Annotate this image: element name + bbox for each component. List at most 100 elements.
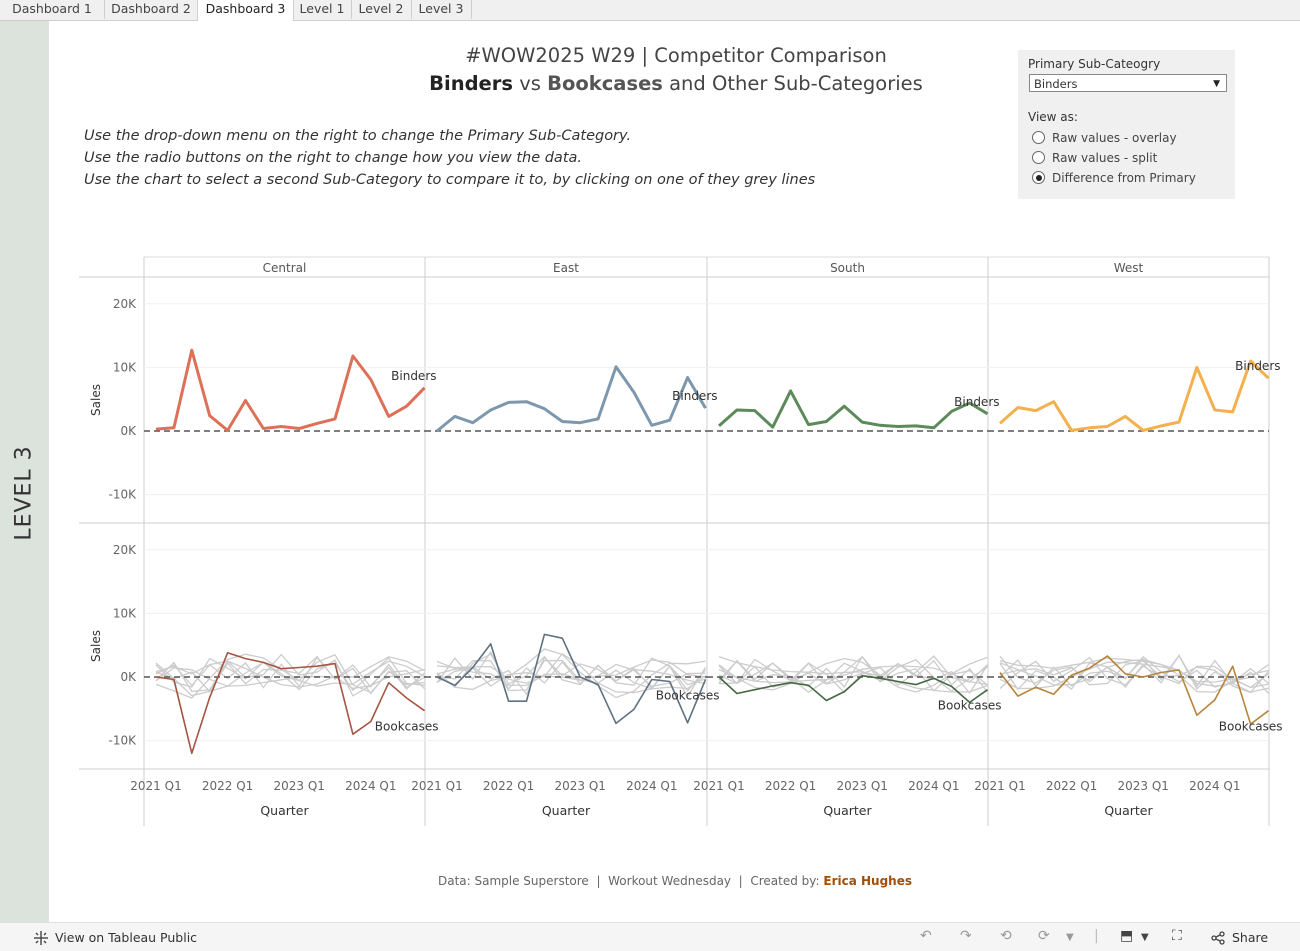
fullscreen-icon[interactable]: ⛶ <box>1172 928 1182 944</box>
x-tick-label: 2022 Q1 <box>765 779 816 793</box>
toolbar-divider: | <box>1094 928 1099 944</box>
x-axis-label: Quarter <box>260 803 309 818</box>
bottom-toolbar: View on Tableau Public ↶ ↷ ⟲ ⟳ ▼ | ⬒ ▼ ⛶… <box>0 922 1300 951</box>
footer-created-by: Created by: <box>750 874 820 888</box>
y-tick-label: 20K <box>113 297 137 311</box>
y-axis-label: Sales <box>89 384 103 416</box>
primary-series-line <box>718 389 989 430</box>
x-tick-label: 2024 Q1 <box>626 779 677 793</box>
x-tick-label: 2024 Q1 <box>345 779 396 793</box>
secondary-series-label: Bookcases <box>375 720 439 734</box>
y-axis-label: Sales <box>89 630 103 662</box>
x-tick-label: 2022 Q1 <box>483 779 534 793</box>
tab-level-2[interactable]: Level 2 <box>351 0 412 19</box>
footer-data: Data: Sample Superstore <box>437 874 589 888</box>
tab-level-1[interactable]: Level 1 <box>293 0 352 19</box>
secondary-series-label: Bookcases <box>656 689 720 703</box>
region-header: West <box>1114 261 1144 275</box>
x-tick-label: 2022 Q1 <box>1046 779 1097 793</box>
region-header: East <box>553 261 579 275</box>
footer-credits: Data: Sample Superstore | Workout Wednes… <box>437 874 912 888</box>
undo-icon[interactable]: ↶ <box>920 928 932 944</box>
download-icon[interactable]: ⬒ <box>1120 928 1134 944</box>
competitor-line <box>155 657 425 692</box>
instruction-line: Use the chart to select a second Sub-Cat… <box>84 172 816 188</box>
radio-icon <box>1032 151 1045 164</box>
radio-difference[interactable]: Difference from Primary <box>1032 171 1196 185</box>
refresh-dropdown-icon[interactable]: ▼ <box>1066 932 1074 943</box>
competitor-line <box>999 657 1269 693</box>
primary-series-label: Binders <box>672 389 717 403</box>
view-as-label: View as: <box>1028 110 1078 124</box>
secondary-series-line <box>155 652 425 755</box>
share-icon[interactable] <box>1211 931 1225 945</box>
title-vs: vs <box>519 72 541 95</box>
redo-icon[interactable]: ↷ <box>960 928 972 944</box>
x-axis-label: Quarter <box>1104 803 1153 818</box>
dashboard-subtitle: Binders vs Bookcases and Other Sub-Categ… <box>351 72 1001 95</box>
primary-series-label: Binders <box>391 369 436 383</box>
dashboard-title: #WOW2025 W29 | Competitor Comparison <box>465 44 887 67</box>
controls-panel: Primary Sub-Cateogry Binders ▼ View as: … <box>1018 50 1235 199</box>
region-header: South <box>830 261 865 275</box>
dropdown-arrow-icon: ▼ <box>1213 79 1220 89</box>
tab-dashboard-1[interactable]: Dashboard 1 <box>0 0 105 19</box>
y-tick-label: 0K <box>120 670 137 684</box>
secondary-series-line <box>436 633 707 725</box>
competitor-line <box>436 659 706 692</box>
instruction-line: Use the drop-down menu on the right to c… <box>84 128 632 144</box>
radio-raw-overlay[interactable]: Raw values - overlay <box>1032 131 1177 145</box>
secondary-series-label: Bookcases <box>938 699 1002 713</box>
secondary-series-line <box>999 655 1269 725</box>
x-tick-label: 2024 Q1 <box>908 779 959 793</box>
competitor-line <box>718 655 988 693</box>
competitor-line <box>155 653 425 694</box>
x-tick-label: 2023 Q1 <box>1117 779 1168 793</box>
competitor-line <box>436 660 706 694</box>
primary-series-line <box>436 365 707 433</box>
y-tick-label: 20K <box>113 543 137 557</box>
secondary-series-label: Bookcases <box>1219 720 1283 734</box>
competitor-line <box>436 648 706 699</box>
tableau-logo-icon <box>34 931 48 945</box>
x-tick-label: 2021 Q1 <box>974 779 1025 793</box>
radio-selected-icon <box>1032 171 1045 184</box>
share-link[interactable]: Share <box>1232 930 1269 945</box>
primary-series-line <box>155 348 426 432</box>
tab-dashboard-3[interactable]: Dashboard 3 <box>197 0 294 21</box>
competitor-line <box>436 653 706 692</box>
x-tick-label: 2023 Q1 <box>554 779 605 793</box>
tab-bar: Dashboard 1 Dashboard 2 Dashboard 3 Leve… <box>0 0 1300 21</box>
radio-label: Raw values - split <box>1052 151 1158 165</box>
title-secondary: Bookcases <box>547 72 663 95</box>
primary-subcategory-dropdown[interactable]: Binders ▼ <box>1029 74 1227 92</box>
x-tick-label: 2021 Q1 <box>693 779 744 793</box>
x-axis-label: Quarter <box>542 803 591 818</box>
footer-author[interactable]: Erica Hughes <box>823 874 912 888</box>
radio-label: Difference from Primary <box>1052 171 1196 185</box>
radio-raw-split[interactable]: Raw values - split <box>1032 151 1157 165</box>
secondary-series-line <box>718 674 988 704</box>
radio-icon <box>1032 131 1045 144</box>
revert-icon[interactable]: ⟲ <box>1000 928 1012 944</box>
instruction-line: Use the radio buttons on the right to ch… <box>84 150 582 166</box>
x-axis-label: Quarter <box>823 803 872 818</box>
refresh-icon[interactable]: ⟳ <box>1038 928 1050 944</box>
competitor-line <box>999 655 1269 694</box>
primary-series-line <box>999 359 1270 432</box>
y-tick-label: -10K <box>109 488 138 502</box>
competitor-line <box>155 668 425 697</box>
download-dropdown-icon[interactable]: ▼ <box>1141 932 1149 943</box>
competitor-line <box>718 659 989 693</box>
x-tick-label: 2021 Q1 <box>411 779 462 793</box>
view-on-tableau-public-link[interactable]: View on Tableau Public <box>55 930 198 945</box>
tab-level-3[interactable]: Level 3 <box>411 0 472 19</box>
competitor-line <box>155 656 425 688</box>
primary-series-label: Binders <box>954 395 999 409</box>
x-tick-label: 2022 Q1 <box>202 779 253 793</box>
primary-subcategory-label: Primary Sub-Cateogry <box>1028 57 1161 71</box>
region-header: Central <box>263 261 307 275</box>
dropdown-value: Binders <box>1034 77 1078 91</box>
x-tick-label: 2023 Q1 <box>836 779 887 793</box>
